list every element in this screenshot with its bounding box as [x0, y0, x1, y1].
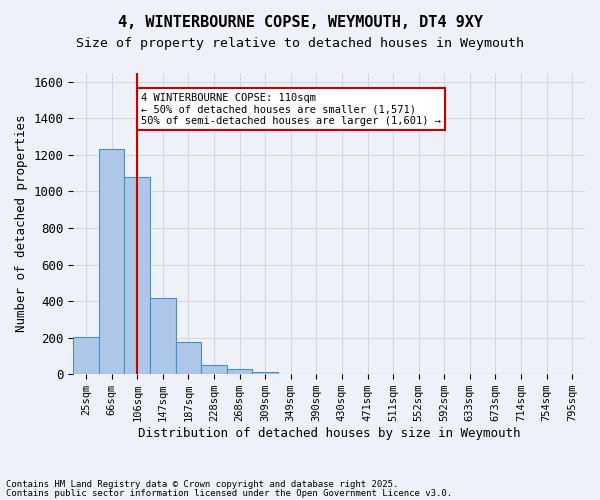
Text: Contains HM Land Registry data © Crown copyright and database right 2025.: Contains HM Land Registry data © Crown c… — [6, 480, 398, 489]
Bar — [73, 336, 99, 374]
Bar — [253, 372, 278, 374]
Bar — [124, 176, 150, 374]
Text: 4, WINTERBOURNE COPSE, WEYMOUTH, DT4 9XY: 4, WINTERBOURNE COPSE, WEYMOUTH, DT4 9XY — [118, 15, 482, 30]
Bar — [227, 370, 253, 374]
Bar — [201, 366, 227, 374]
Bar — [150, 298, 176, 374]
Y-axis label: Number of detached properties: Number of detached properties — [15, 114, 28, 332]
Bar — [176, 342, 201, 374]
Text: Contains public sector information licensed under the Open Government Licence v3: Contains public sector information licen… — [6, 488, 452, 498]
Text: Size of property relative to detached houses in Weymouth: Size of property relative to detached ho… — [76, 38, 524, 51]
Text: 4 WINTERBOURNE COPSE: 110sqm
← 50% of detached houses are smaller (1,571)
50% of: 4 WINTERBOURNE COPSE: 110sqm ← 50% of de… — [141, 92, 441, 126]
X-axis label: Distribution of detached houses by size in Weymouth: Distribution of detached houses by size … — [138, 427, 520, 440]
Bar — [99, 150, 124, 374]
